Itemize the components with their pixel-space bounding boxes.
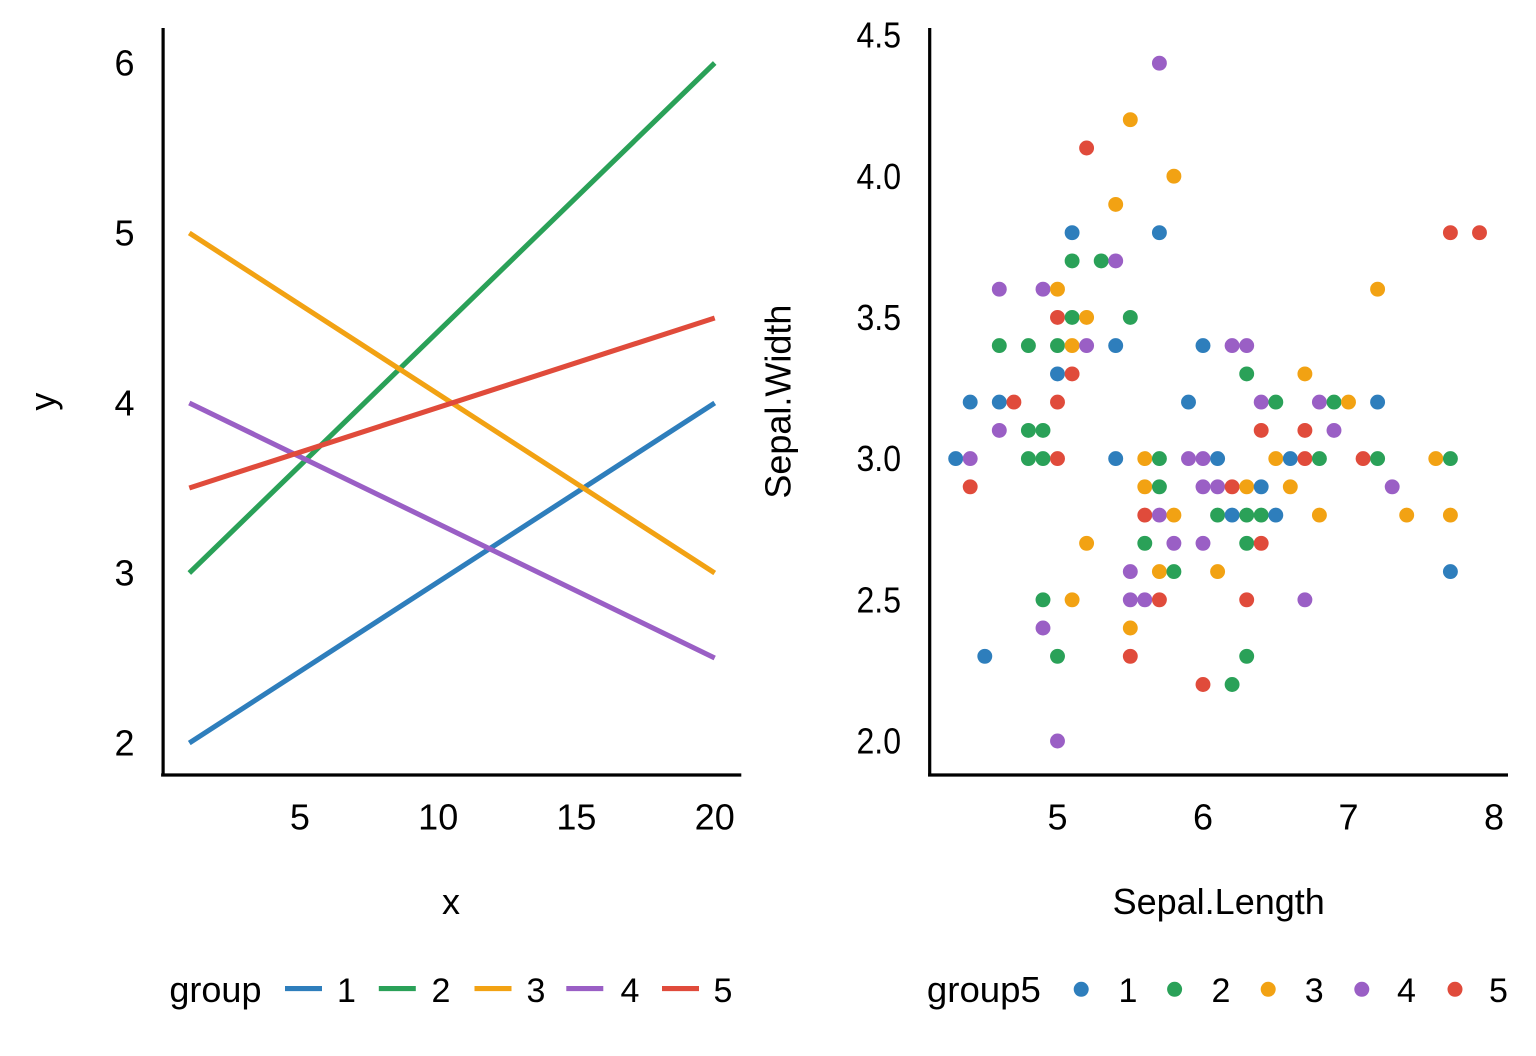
svg-text:5: 5 [714,972,733,1010]
svg-text:6: 6 [1193,796,1213,837]
svg-text:3: 3 [114,553,134,594]
svg-text:x: x [442,881,460,922]
svg-text:group: group [169,969,261,1010]
svg-text:4.5: 4.5 [857,15,902,56]
svg-text:2: 2 [432,972,451,1010]
svg-text:20: 20 [695,796,735,837]
svg-text:5: 5 [114,213,134,254]
svg-text:10: 10 [418,796,458,837]
svg-text:Sepal.Length: Sepal.Length [1113,881,1325,922]
svg-text:3: 3 [1305,972,1324,1010]
svg-text:2: 2 [1212,972,1231,1010]
svg-text:4: 4 [1397,972,1416,1010]
svg-text:4: 4 [621,972,640,1010]
svg-text:y: y [22,393,63,411]
svg-text:Sepal.Width: Sepal.Width [758,305,799,499]
svg-text:4: 4 [114,383,134,424]
svg-text:7: 7 [1338,796,1358,837]
svg-text:group5: group5 [927,969,1041,1010]
svg-text:2: 2 [114,723,134,764]
svg-text:6: 6 [114,43,134,84]
svg-text:8: 8 [1484,796,1504,837]
svg-text:5: 5 [290,796,310,837]
svg-text:3.5: 3.5 [857,297,902,338]
svg-text:1: 1 [337,972,356,1010]
svg-text:1: 1 [1118,972,1137,1010]
svg-text:3.0: 3.0 [857,438,902,479]
svg-text:5: 5 [1489,972,1508,1010]
svg-text:5: 5 [1047,796,1067,837]
svg-text:15: 15 [556,796,596,837]
svg-text:2.5: 2.5 [857,579,902,620]
svg-text:2.0: 2.0 [857,721,902,762]
svg-text:4.0: 4.0 [857,156,902,197]
svg-text:3: 3 [527,972,546,1010]
